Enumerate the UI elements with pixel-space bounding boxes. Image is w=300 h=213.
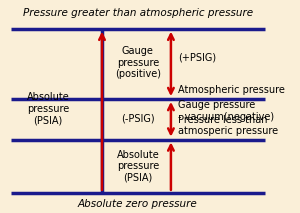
Text: Atmospheric pressure: Atmospheric pressure [178,85,285,95]
Text: Gauge pressure
- vacuum(negative): Gauge pressure - vacuum(negative) [178,100,274,122]
Text: Pressure less than
atmosperic pressure: Pressure less than atmosperic pressure [178,115,278,136]
Text: Gauge
pressure
(positive): Gauge pressure (positive) [115,46,161,79]
Text: Absolute
pressure
(PSIA): Absolute pressure (PSIA) [116,150,159,183]
Text: Pressure greater than atmospheric pressure: Pressure greater than atmospheric pressu… [23,8,253,18]
Text: (+PSIG): (+PSIG) [178,53,216,62]
Text: Absolute
pressure
(PSIA): Absolute pressure (PSIA) [27,92,70,125]
Text: Absolute zero pressure: Absolute zero pressure [78,200,198,209]
Text: (-PSIG): (-PSIG) [121,113,155,123]
